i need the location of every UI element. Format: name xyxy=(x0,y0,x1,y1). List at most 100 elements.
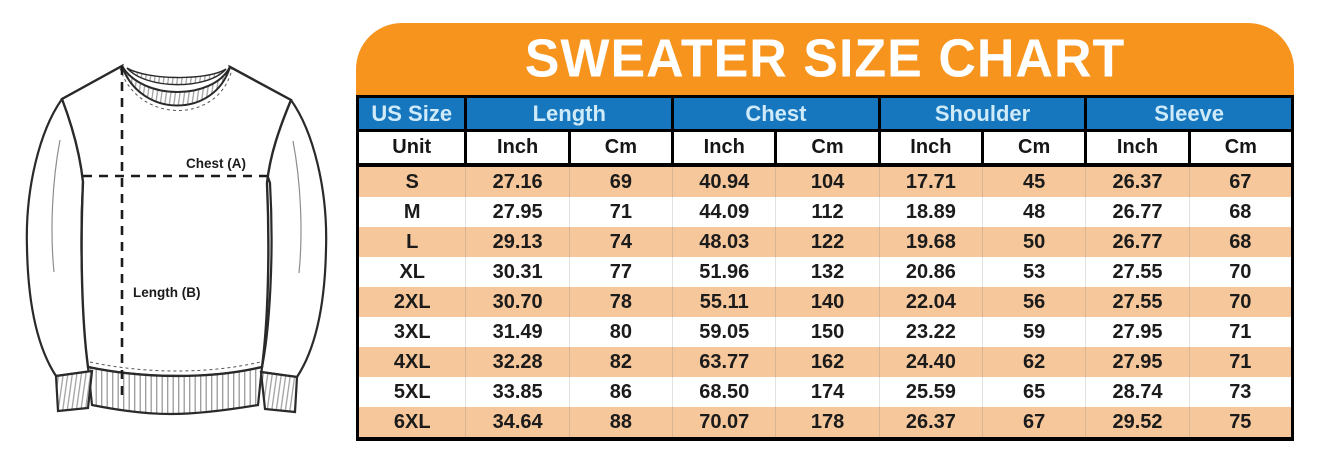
value-cell: 70 xyxy=(1188,257,1293,287)
value-cell: 140 xyxy=(775,287,880,317)
value-cell: 70 xyxy=(1188,287,1293,317)
value-cell: 27.55 xyxy=(1085,257,1190,287)
sweater-right-cuff xyxy=(259,370,299,414)
size-chart-panel: SWEATER SIZE CHART US Size Length Chest … xyxy=(355,23,1295,441)
size-cell: L xyxy=(357,227,466,257)
value-cell: 40.94 xyxy=(672,165,776,197)
value-cell: 18.89 xyxy=(878,197,983,227)
unit-cell: Inch xyxy=(877,129,985,167)
value-cell: 48.03 xyxy=(672,227,776,257)
value-cell: 26.77 xyxy=(1085,227,1190,257)
value-cell: 68 xyxy=(1188,227,1293,257)
value-cell: 20.86 xyxy=(878,257,983,287)
page-title: SWEATER SIZE CHART xyxy=(524,28,1126,90)
value-cell: 73 xyxy=(1188,377,1293,407)
size-cell: 2XL xyxy=(357,287,466,317)
value-cell: 23.22 xyxy=(878,317,983,347)
value-cell: 70.07 xyxy=(672,407,776,439)
sweater-collar xyxy=(119,65,233,111)
table-row-m: M 27.95 71 44.09 112 18.89 48 26.77 68 xyxy=(357,197,1293,227)
value-cell: 88 xyxy=(568,407,673,439)
value-cell: 122 xyxy=(775,227,880,257)
value-cell: 30.70 xyxy=(465,287,570,317)
value-cell: 31.49 xyxy=(465,317,570,347)
value-cell: 27.95 xyxy=(1085,317,1190,347)
value-cell: 68 xyxy=(1188,197,1293,227)
value-cell: 19.68 xyxy=(878,227,983,257)
value-cell: 55.11 xyxy=(672,287,776,317)
value-cell: 30.31 xyxy=(465,257,570,287)
sweater-diagram: Chest (A) Length (B) xyxy=(0,0,356,465)
value-cell: 112 xyxy=(775,197,880,227)
value-cell: 29.52 xyxy=(1085,407,1190,439)
unit-cell: Unit xyxy=(355,129,468,167)
value-cell: 32.28 xyxy=(465,347,570,377)
value-cell: 71 xyxy=(568,197,673,227)
value-cell: 69 xyxy=(568,165,673,197)
value-cell: 59 xyxy=(982,317,1086,347)
col-header-length: Length xyxy=(464,95,675,132)
col-header-us-size: US Size xyxy=(355,95,468,132)
value-cell: 77 xyxy=(568,257,673,287)
table-row-4xl: 4XL 32.28 82 63.77 162 24.40 62 27.95 71 xyxy=(357,347,1293,377)
value-cell: 27.95 xyxy=(465,197,570,227)
value-cell: 67 xyxy=(982,407,1086,439)
col-header-sleeve: Sleeve xyxy=(1084,95,1294,132)
size-table: US Size Length Chest Shoulder Sleeve Uni… xyxy=(355,95,1295,441)
sweater-body xyxy=(60,64,293,378)
value-cell: 44.09 xyxy=(672,197,776,227)
value-cell: 68.50 xyxy=(672,377,776,407)
table-row-5xl: 5XL 33.85 86 68.50 174 25.59 65 28.74 73 xyxy=(357,377,1293,407)
value-cell: 80 xyxy=(568,317,673,347)
sweater-hem-rib xyxy=(86,365,264,416)
value-cell: 17.71 xyxy=(878,165,983,197)
value-cell: 56 xyxy=(982,287,1086,317)
size-cell: 5XL xyxy=(357,377,466,407)
sweater-left-cuff xyxy=(54,369,94,413)
value-cell: 162 xyxy=(775,347,880,377)
table-row-3xl: 3XL 31.49 80 59.05 150 23.22 59 27.95 71 xyxy=(357,317,1293,347)
value-cell: 24.40 xyxy=(878,347,983,377)
value-cell: 132 xyxy=(775,257,880,287)
value-cell: 174 xyxy=(775,377,880,407)
value-cell: 27.95 xyxy=(1085,347,1190,377)
size-cell: 6XL xyxy=(357,407,466,439)
value-cell: 62 xyxy=(982,347,1086,377)
value-cell: 82 xyxy=(568,347,673,377)
unit-cell: Cm xyxy=(1187,129,1295,167)
size-cell: 3XL xyxy=(357,317,466,347)
sweater-drawing: Chest (A) Length (B) xyxy=(25,63,328,416)
value-cell: 48 xyxy=(982,197,1086,227)
value-cell: 178 xyxy=(775,407,880,439)
value-cell: 29.13 xyxy=(465,227,570,257)
value-cell: 50 xyxy=(982,227,1086,257)
value-cell: 78 xyxy=(568,287,673,317)
col-header-chest: Chest xyxy=(671,95,881,132)
chart-banner: SWEATER SIZE CHART xyxy=(356,23,1294,95)
value-cell: 34.64 xyxy=(465,407,570,439)
value-cell: 26.37 xyxy=(1085,165,1190,197)
value-cell: 27.16 xyxy=(465,165,570,197)
column-group-header-row: US Size Length Chest Shoulder Sleeve xyxy=(355,95,1294,132)
unit-cell: Inch xyxy=(1084,129,1191,167)
value-cell: 26.77 xyxy=(1085,197,1190,227)
value-cell: 33.85 xyxy=(465,377,570,407)
unit-cell: Inch xyxy=(464,129,571,167)
unit-header-row: Unit Inch Cm Inch Cm Inch Cm Inch Cm xyxy=(355,129,1295,167)
value-cell: 150 xyxy=(775,317,880,347)
size-cell: M xyxy=(357,197,466,227)
value-cell: 45 xyxy=(982,165,1086,197)
col-header-shoulder: Shoulder xyxy=(877,95,1088,132)
unit-cell: Cm xyxy=(774,129,881,167)
unit-cell: Cm xyxy=(981,129,1088,167)
value-cell: 75 xyxy=(1188,407,1293,439)
table-row-6xl: 6XL 34.64 88 70.07 178 26.37 67 29.52 75 xyxy=(357,407,1293,439)
value-cell: 28.74 xyxy=(1085,377,1190,407)
value-cell: 67 xyxy=(1188,165,1293,197)
value-cell: 25.59 xyxy=(878,377,983,407)
unit-cell: Cm xyxy=(567,129,675,167)
value-cell: 65 xyxy=(982,377,1086,407)
value-cell: 22.04 xyxy=(878,287,983,317)
value-cell: 74 xyxy=(568,227,673,257)
unit-cell: Inch xyxy=(671,129,778,167)
